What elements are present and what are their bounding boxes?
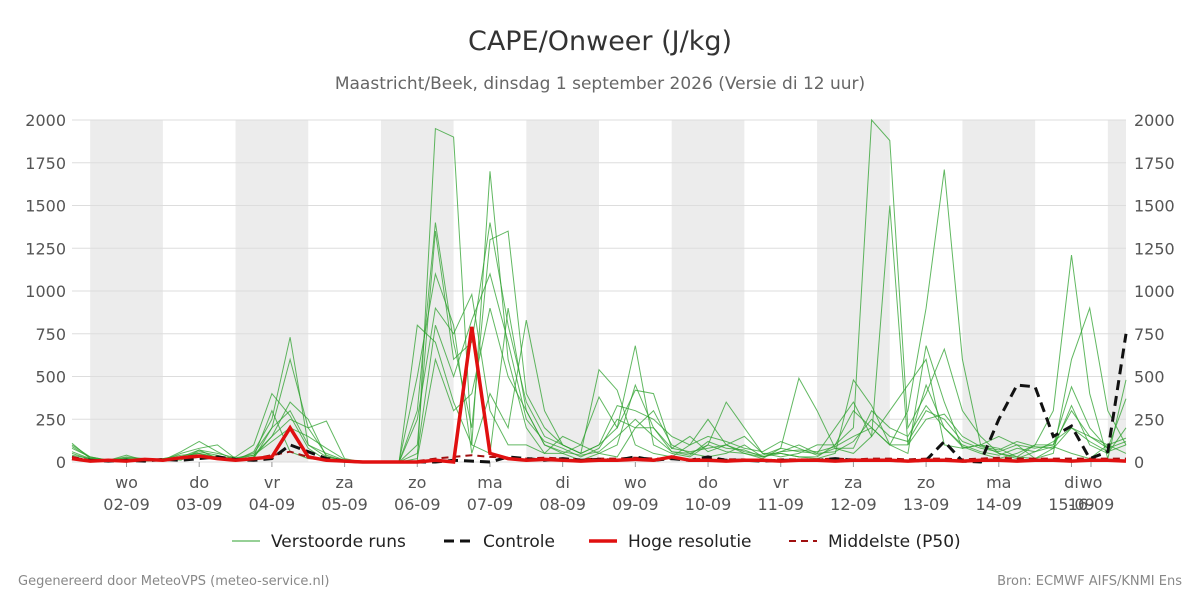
- x-tick-day: do: [698, 473, 718, 492]
- y-tick-label: 0: [56, 453, 66, 472]
- footer-generated-by: Gegenereerd door MeteoVPS (meteo-service…: [18, 574, 329, 589]
- y-tick-label: 750: [35, 325, 66, 344]
- y-axis-left: 0 250 500 750 1000 1250 1500 1750 2000: [25, 111, 66, 472]
- x-tick-date: 07-09: [467, 495, 514, 514]
- y-tick-label: 250: [1134, 410, 1165, 429]
- x-tick-date: 15-09: [1048, 495, 1095, 514]
- legend: Verstoorde runs Controle Hoge resolutie Mid…: [232, 532, 961, 552]
- x-tick-day: ma: [477, 473, 502, 492]
- y-tick-label: 750: [1134, 325, 1165, 344]
- y-tick-label: 500: [35, 368, 66, 387]
- x-tick-day: vr: [264, 473, 280, 492]
- y-axis-right: 0 250 500 750 1000 1250 1500 1750 2000: [1134, 111, 1175, 472]
- x-axis-day-ticks: wo 02-09 do 03-09 vr 04-09 za 05-09 zo 06-09 ma 07-…: [103, 462, 1114, 514]
- x-tick-date: 09-09: [612, 495, 659, 514]
- y-tick-label: 250: [35, 410, 66, 429]
- legend-label-control: Controle: [483, 532, 555, 552]
- x-tick-date: 08-09: [539, 495, 586, 514]
- x-tick-day: di: [555, 473, 570, 492]
- x-tick-day: zo: [917, 473, 935, 492]
- y-tick-label: 1250: [1134, 239, 1175, 258]
- y-tick-label: 500: [1134, 368, 1165, 387]
- y-tick-label: 1000: [1134, 282, 1175, 301]
- x-tick-date: 14-09: [976, 495, 1023, 514]
- y-tick-label: 1750: [25, 154, 66, 173]
- y-tick-label: 0: [1134, 453, 1144, 472]
- x-tick-date: 13-09: [903, 495, 950, 514]
- x-tick-day: za: [844, 473, 862, 492]
- x-tick-day: vr: [773, 473, 789, 492]
- y-tick-label: 1250: [25, 239, 66, 258]
- x-tick-date: 12-09: [830, 495, 877, 514]
- y-tick-label: 1500: [1134, 197, 1175, 216]
- x-tick-date: 04-09: [249, 495, 296, 514]
- y-tick-label: 2000: [25, 111, 66, 130]
- x-tick-date: 16-09: [1068, 495, 1115, 514]
- x-tick-date: 11-09: [757, 495, 804, 514]
- x-tick-day: di: [1064, 473, 1079, 492]
- x-tick-day: ma: [986, 473, 1011, 492]
- x-tick-date: 03-09: [176, 495, 223, 514]
- chart-subtitle: Maastricht/Beek, dinsdag 1 september 202…: [335, 74, 865, 94]
- x-tick-day: wo: [115, 473, 138, 492]
- x-tick-date: 06-09: [394, 495, 441, 514]
- x-tick-date: 02-09: [103, 495, 150, 514]
- footer-source: Bron: ECMWF AIFS/KNMI Ens: [997, 574, 1182, 589]
- y-tick-label: 1750: [1134, 154, 1175, 173]
- x-tick-day: za: [335, 473, 353, 492]
- ensemble-member-line: [71, 222, 1127, 463]
- x-tick-day: zo: [408, 473, 426, 492]
- x-tick-date: 10-09: [685, 495, 732, 514]
- y-tick-label: 2000: [1134, 111, 1175, 130]
- ensemble-member-line: [71, 272, 1127, 463]
- x-tick-day: wo: [1080, 473, 1103, 492]
- hires-line: [71, 326, 1127, 464]
- chart-title: CAPE/Onweer (J/kg): [468, 26, 732, 57]
- legend-label-median: Middelste (P50): [828, 532, 961, 552]
- legend-label-ensemble: Verstoorde runs: [271, 532, 406, 552]
- ensemble-member-line: [71, 307, 1127, 463]
- ensemble-member-line: [71, 127, 1127, 463]
- y-tick-label: 1500: [25, 197, 66, 216]
- main-series: [71, 326, 1128, 464]
- y-tick-label: 1000: [25, 282, 66, 301]
- x-tick-date: 05-09: [321, 495, 368, 514]
- x-tick-day: wo: [624, 473, 647, 492]
- x-tick-day: do: [189, 473, 209, 492]
- legend-label-hires: Hoge resolutie: [628, 532, 752, 552]
